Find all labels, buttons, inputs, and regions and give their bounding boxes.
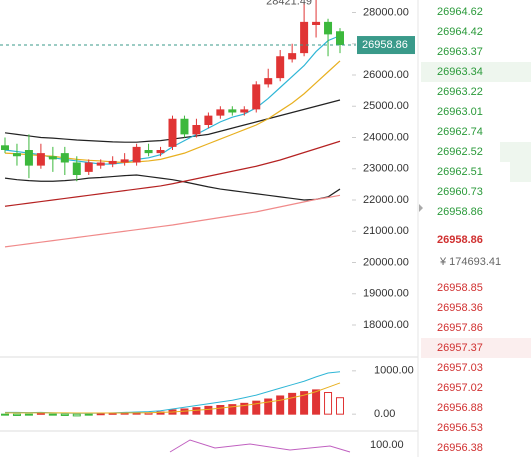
y-tick-label: 19000.00 [363,288,409,300]
bid-price: 26957.02 [437,382,483,394]
y-tick-label: 1000.00 [374,365,414,377]
y-tick-label: 28000.00 [363,6,409,18]
candle-body [300,21,309,54]
y-tick-label: 25000.00 [363,100,409,112]
macd-bar [24,413,33,416]
indicator-line [4,194,341,248]
y-tick-label: 0.00 [374,408,395,420]
macd-bar [324,392,333,415]
candle-body [312,21,321,25]
macd-bar [12,413,21,416]
bid-price: 26957.86 [437,322,483,334]
candle-body [192,125,201,135]
macd-bar [288,392,297,415]
ask-price: 26963.34 [437,66,483,78]
candle-body [1,145,9,150]
macd-bar [48,413,57,416]
depth-bar [500,142,531,162]
candle-body [336,31,344,46]
y-tick-label: 23000.00 [363,163,409,175]
y-tick-label: 18000.00 [363,319,409,331]
bid-price: 26958.85 [437,282,483,294]
macd-bar [252,400,261,415]
macd-bar [204,405,213,415]
macd-bar [240,402,249,415]
candle-body [288,53,297,60]
candle-body [132,146,141,163]
row-highlight [421,62,531,82]
ask-price: 26963.01 [437,106,483,118]
candle-body [108,160,117,165]
ask-price: 26962.74 [437,126,483,138]
bid-price: 26957.37 [437,342,483,354]
bid-price: 26958.36 [437,302,483,314]
candle-body [228,109,237,113]
candle-body [276,56,285,79]
macd-bar [228,404,237,415]
indicator-line [4,174,341,201]
ask-price: 26963.22 [437,86,483,98]
kdj-line [169,439,351,453]
candle-body [72,162,81,175]
bid-price: 26956.38 [437,442,483,454]
candle-body [168,118,177,147]
last-price-box [357,36,415,55]
macd-bar [276,395,285,415]
macd-bar [300,391,309,415]
y-tick-label: 22000.00 [363,194,409,206]
candle-body [144,150,153,154]
candle-body [96,162,105,166]
ask-price: 26963.37 [437,46,483,58]
candle-body [156,150,165,154]
collapse-arrow[interactable] [419,204,423,212]
y-tick-label: 26000.00 [363,69,409,81]
candle-body [120,159,129,163]
ask-price: 26962.51 [437,166,483,178]
candle-body [60,153,69,163]
macd-bar [312,389,321,415]
macd-bar [336,397,344,415]
candle-body [240,109,249,113]
y-tick-label: 21000.00 [363,225,409,237]
candle-body [252,84,261,110]
candle-body [24,150,33,166]
kdj-label: 100.00 [370,439,404,451]
macd-bar [84,413,93,416]
macd-bar [36,412,45,415]
candle-body [324,21,333,35]
candle-body [264,78,273,85]
candle-body [36,153,45,166]
ask-price: 26962.52 [437,146,483,158]
candle-body [204,115,213,125]
ask-price: 26958.86 [437,206,483,218]
last-price-label: 26958.86 [362,39,408,51]
macd-bar [60,413,69,416]
candle-body [216,109,225,116]
bid-price: 26957.03 [437,362,483,374]
indicator-line [4,140,341,207]
candle-body [84,162,93,172]
macd-bar [96,413,105,416]
candle-body [180,118,189,135]
mid-cny: ¥ 174693.41 [439,256,501,268]
macd-bar [264,398,273,415]
candle-body [12,153,21,157]
macd-bar [216,405,225,415]
bid-price: 26956.53 [437,422,483,434]
y-tick-label: 20000.00 [363,256,409,268]
bid-price: 26956.88 [437,402,483,414]
ask-price: 26964.42 [437,26,483,38]
depth-bar [510,162,531,182]
mid-price: 26958.86 [437,234,483,246]
candle-body [48,156,57,160]
high-label: 28421.49 [266,0,312,7]
row-highlight [421,338,531,358]
y-tick-label: 24000.00 [363,131,409,143]
ask-price: 26964.62 [437,6,483,18]
macd-bar [72,413,81,417]
macd-line [5,382,341,414]
macd-bar [1,413,9,416]
ask-price: 26960.73 [437,186,483,198]
